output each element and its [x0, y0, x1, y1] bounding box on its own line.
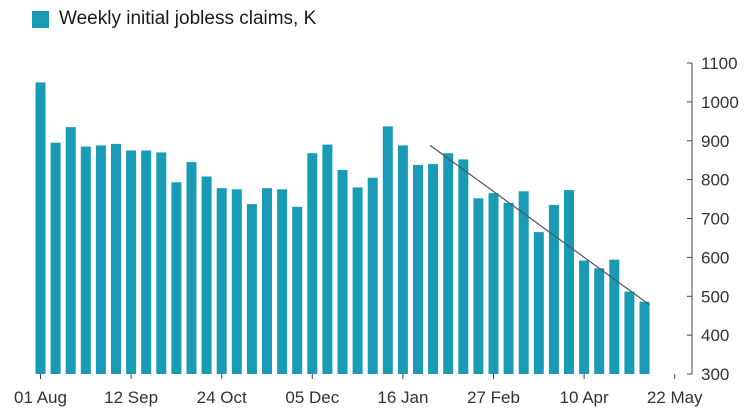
legend-label: Weekly initial jobless claims, K: [59, 8, 317, 29]
legend: Weekly initial jobless claims, K: [32, 8, 316, 30]
y-tick-label: 600: [701, 248, 729, 267]
bar: [156, 152, 167, 374]
bar: [443, 153, 454, 374]
bar: [262, 188, 272, 374]
bar: [609, 259, 620, 374]
y-tick-label: 700: [701, 210, 729, 229]
x-tick-label: 10 Apr: [560, 388, 609, 407]
bar: [518, 191, 529, 374]
x-tick-label: 12 Sep: [104, 388, 158, 407]
bar: [65, 127, 76, 374]
x-tick-label: 22 May: [647, 388, 703, 407]
bar: [95, 145, 106, 374]
bar: [35, 82, 46, 375]
x-tick-label: 27 Feb: [467, 388, 520, 407]
bar: [50, 142, 61, 374]
bar: [186, 162, 197, 374]
bar: [216, 188, 227, 374]
bar: [624, 291, 635, 374]
bar: [488, 193, 499, 374]
y-tick-label: 400: [701, 326, 729, 345]
bar: [458, 159, 469, 374]
bar: [579, 260, 590, 374]
x-tick-label: 05 Dec: [285, 388, 339, 407]
bar: [352, 187, 363, 374]
bar: [413, 164, 423, 374]
bar: [397, 145, 408, 374]
x-tick-label: 01 Aug: [14, 388, 67, 407]
bar: [367, 177, 378, 374]
bar: [503, 202, 514, 374]
y-tick-label: 1100: [701, 54, 738, 73]
bar: [171, 182, 182, 374]
bar: [201, 176, 212, 374]
y-tick-label: 900: [701, 132, 729, 151]
bar: [473, 198, 484, 374]
y-tick-label: 300: [701, 365, 729, 384]
bar: [533, 232, 544, 374]
y-tick-label: 500: [701, 287, 729, 306]
bar: [246, 204, 257, 374]
y-tick-label: 1000: [701, 93, 739, 112]
bar: [594, 268, 605, 374]
bar: [639, 301, 650, 374]
bar: [337, 169, 348, 374]
x-tick-label: 16 Jan: [377, 388, 428, 407]
bar: [322, 144, 333, 374]
bar: [428, 164, 439, 374]
bar: [292, 206, 303, 374]
bars-group: [35, 82, 650, 375]
x-tick-label: 24 Oct: [197, 388, 247, 407]
y-axis-ticks: 300 400 500 600 700 800 900 1000 1100: [687, 54, 739, 384]
bar: [382, 126, 393, 375]
bar: [141, 150, 152, 374]
bar: [231, 189, 242, 374]
trend-line: [429, 144, 650, 306]
x-axis-ticks: 01 Aug 12 Sep 24 Oct 05 Dec 16 Jan 27 Feb 10 A…: [14, 374, 703, 407]
bar: [564, 190, 574, 374]
legend-swatch: [32, 10, 49, 28]
y-tick-label: 800: [701, 171, 729, 190]
bar: [80, 146, 91, 374]
bar: [277, 189, 288, 374]
bar: [307, 153, 318, 374]
bar: [111, 143, 121, 374]
bar: [548, 204, 559, 374]
bar: [126, 150, 137, 374]
